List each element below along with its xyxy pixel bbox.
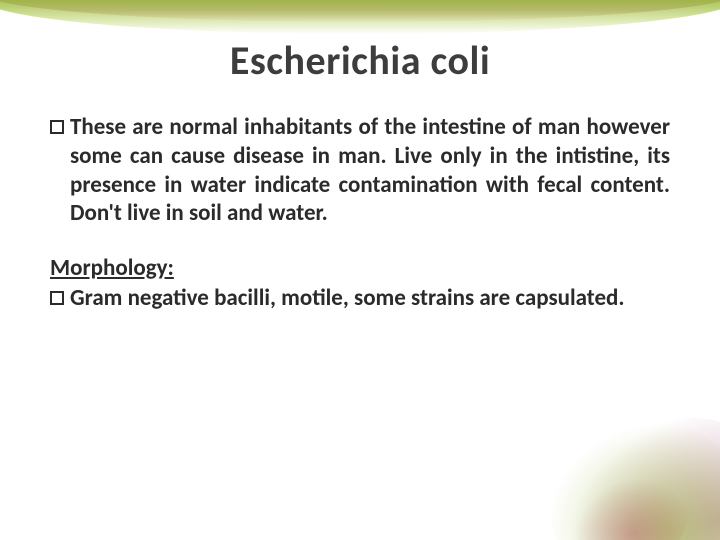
body-paragraph-1: These are normal inhabitants of the inte…: [50, 113, 670, 228]
body-text-2: Gram negative bacilli, motile, some stra…: [70, 284, 625, 313]
body-text-1: These are normal inhabitants of the inte…: [70, 113, 670, 228]
body-paragraph-2: Gram negative bacilli, motile, some stra…: [50, 284, 670, 313]
slide-title: Escherichia coli: [50, 36, 670, 85]
square-bullet-icon: [50, 291, 64, 305]
subheading-morphology: Morphology:: [50, 254, 670, 282]
slide-content: Escherichia coli These are normal inhabi…: [0, 0, 720, 540]
square-bullet-icon: [50, 120, 64, 134]
